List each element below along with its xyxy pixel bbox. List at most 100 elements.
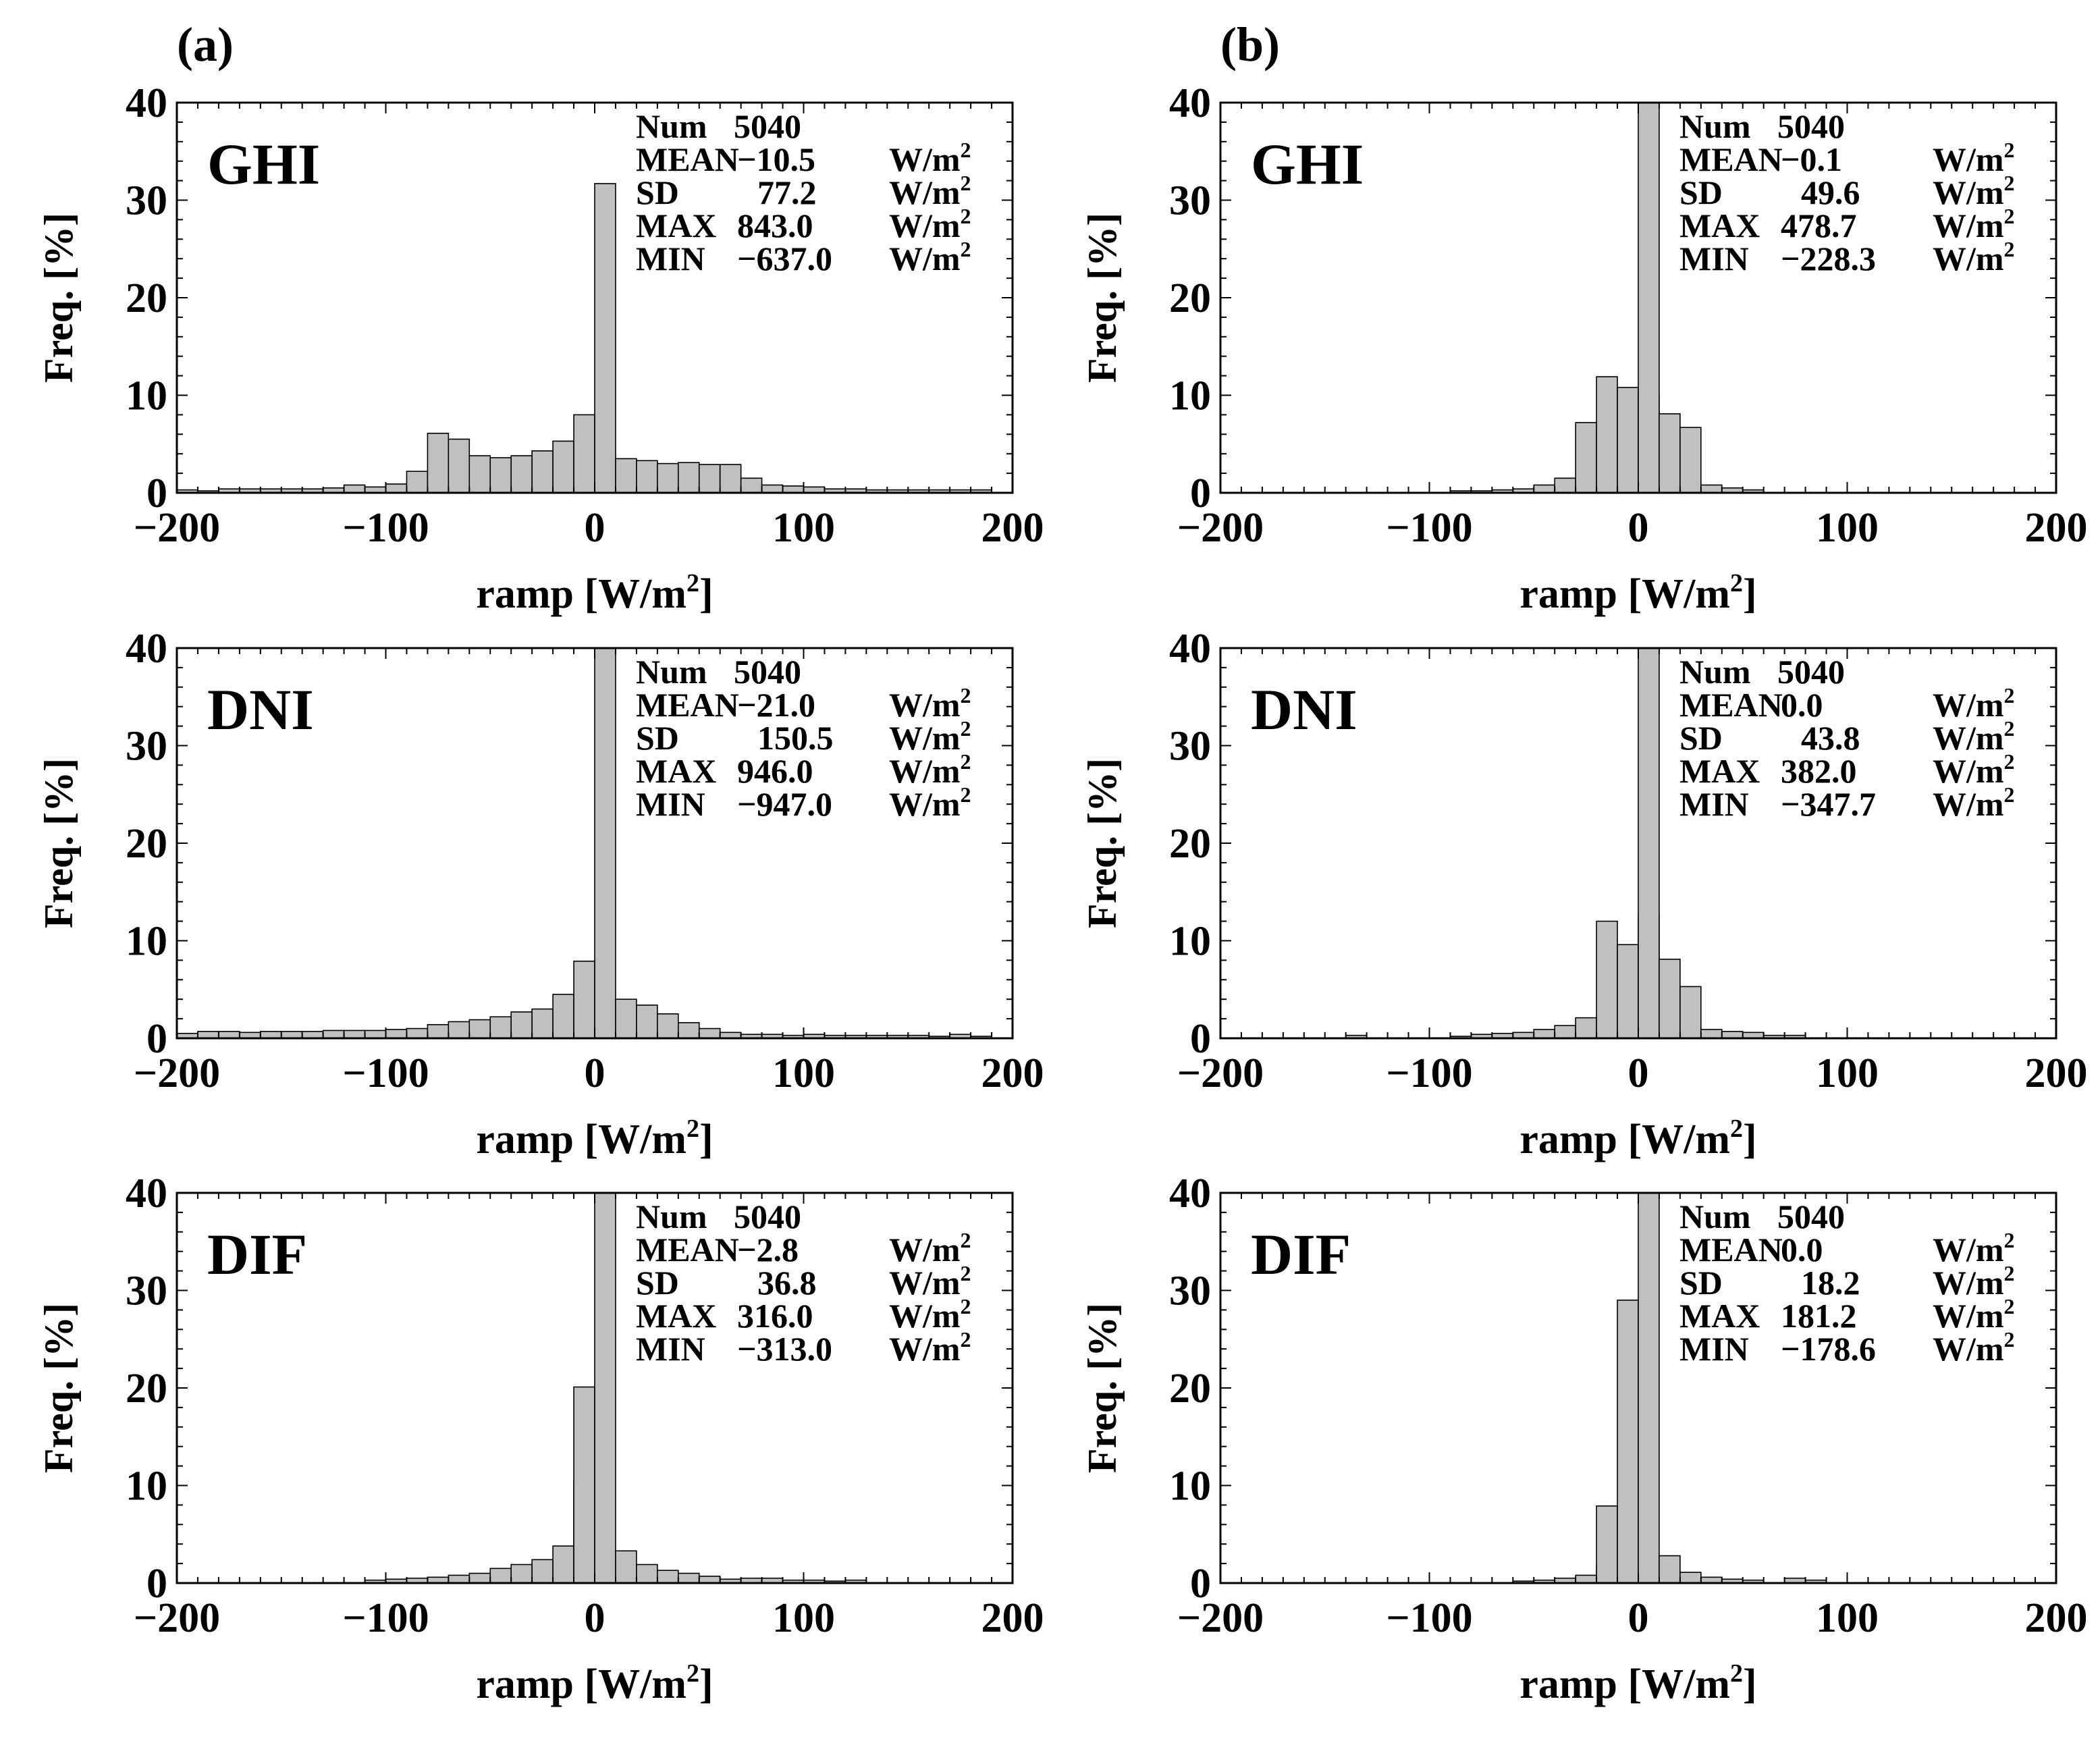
stat-unit-main: W/m (889, 1264, 961, 1302)
histogram-bar (1575, 1017, 1597, 1039)
stat-key-mean: MEAN (1679, 140, 1783, 178)
stat-unit-main: W/m (1933, 240, 2004, 277)
stat-key-sd: SD (636, 1264, 679, 1302)
stat-key-sd: SD (1679, 719, 1723, 757)
stat-value-sd: 43.8 (1801, 719, 1860, 757)
stat-value-max: 316.0 (737, 1297, 813, 1335)
stat-unit: W/m2 (1933, 1228, 2015, 1268)
stat-unit-sup: 2 (961, 1294, 971, 1318)
stat-value-sd: 77.2 (757, 173, 817, 211)
histogram-bar (406, 471, 429, 493)
x-axis-label-sup: 2 (686, 569, 699, 597)
histogram-bar (448, 438, 470, 493)
stat-unit: W/m2 (889, 716, 971, 757)
stat-key-min: MIN (1679, 240, 1749, 277)
stat-unit: W/m2 (889, 749, 971, 790)
histogram-bar (197, 1031, 219, 1039)
histogram-bar (573, 1386, 595, 1584)
x-tick-label: 0 (585, 1050, 605, 1096)
histogram-bar (468, 455, 491, 493)
x-tick-label: −200 (1177, 1050, 1264, 1096)
y-tick-label: 0 (146, 1561, 167, 1607)
x-tick-label: 0 (585, 1595, 605, 1641)
histogram-bar (406, 1027, 429, 1039)
y-tick-label: 40 (1169, 626, 1211, 672)
stat-unit: W/m2 (1933, 204, 2015, 244)
x-axis-label-main: ramp [W/m (1519, 1661, 1730, 1707)
stat-key-min: MIN (1679, 785, 1749, 823)
y-axis-label: Freq. [%] (36, 758, 81, 928)
x-tick-label: 0 (585, 505, 605, 551)
stat-unit-sup: 2 (2004, 1327, 2015, 1352)
histogram-bar (218, 1031, 240, 1039)
histogram-bar (1617, 1300, 1639, 1584)
stat-key-min: MIN (636, 1330, 705, 1368)
stat-key-mean: MEAN (636, 1231, 739, 1268)
y-tick-label: 10 (126, 1464, 167, 1509)
stat-key-num: Num (636, 107, 707, 145)
stat-value-max: 946.0 (737, 752, 813, 790)
stat-key-mean: MEAN (1679, 1231, 1783, 1268)
histogram-bar (1638, 1192, 1660, 1584)
stat-key-max: MAX (1679, 207, 1760, 244)
histogram-bar (615, 998, 637, 1039)
histogram-bar (1700, 1029, 1723, 1039)
y-axis-label: Freq. [%] (1080, 1303, 1125, 1473)
stat-unit-main: W/m (889, 752, 961, 790)
histogram-bar (740, 477, 763, 493)
histogram-bar (657, 1013, 679, 1039)
stat-key-num: Num (1679, 1198, 1751, 1235)
y-axis-label: Freq. [%] (1080, 758, 1125, 928)
histogram-bar (448, 1021, 470, 1039)
stat-value-mean: −10.5 (737, 140, 815, 178)
x-tick-label: 0 (1628, 1595, 1649, 1641)
stat-unit: W/m2 (1933, 237, 2015, 277)
histogram-bar (489, 457, 512, 493)
stat-key-num: Num (636, 1198, 707, 1235)
y-tick-label: 40 (126, 80, 167, 126)
stat-key-num: Num (1679, 107, 1751, 145)
histogram-bar (385, 1029, 408, 1039)
histogram-bar (1554, 1025, 1576, 1039)
histogram-bar (1679, 427, 1702, 493)
stat-unit-sup: 2 (961, 204, 971, 228)
x-tick-label: −100 (1386, 1050, 1472, 1096)
x-tick-label: 100 (1816, 1050, 1879, 1096)
stat-value-min: −637.0 (737, 240, 832, 277)
x-tick-label: −100 (1386, 505, 1472, 551)
y-tick-label: 10 (126, 919, 167, 965)
histogram-bar (322, 1029, 345, 1039)
stat-unit-sup: 2 (2004, 1228, 2015, 1252)
stat-value-sd: 36.8 (757, 1264, 817, 1302)
x-tick-label: −100 (342, 505, 429, 551)
x-axis-label-main: ramp [W/m (476, 1661, 686, 1707)
histogram-bar (531, 1559, 554, 1584)
histogram-bar (280, 1031, 303, 1039)
x-tick-label: −200 (134, 505, 220, 551)
stat-unit: W/m2 (1933, 683, 2015, 724)
y-tick-label: 0 (1190, 1561, 1211, 1607)
stat-unit: W/m2 (1933, 716, 2015, 757)
histogram-bar (594, 183, 616, 493)
stat-value-sd: 18.2 (1801, 1264, 1860, 1302)
stat-unit-sup: 2 (961, 237, 971, 261)
histogram-bar (1679, 986, 1702, 1039)
histogram-bar (677, 1022, 700, 1039)
histogram-bar (677, 1572, 700, 1584)
stat-value-max: 843.0 (737, 207, 813, 244)
histogram-bar (427, 433, 450, 493)
histogram-bar (1533, 484, 1556, 493)
histogram-bar (1554, 477, 1576, 493)
histogram-bar (531, 1008, 554, 1039)
x-tick-label: −200 (1177, 1595, 1264, 1641)
stat-value-mean: −2.8 (737, 1231, 799, 1268)
y-tick-label: 20 (126, 821, 167, 867)
variable-title: GHI (1251, 132, 1364, 196)
stat-unit: W/m2 (889, 1261, 971, 1302)
x-tick-label: 100 (772, 1050, 835, 1096)
y-tick-label: 40 (1169, 80, 1211, 126)
x-axis-label: ramp [W/m2] (1519, 1659, 1756, 1707)
y-tick-label: 30 (126, 178, 167, 224)
stat-unit: W/m2 (889, 204, 971, 244)
x-tick-label: −200 (1177, 505, 1264, 551)
